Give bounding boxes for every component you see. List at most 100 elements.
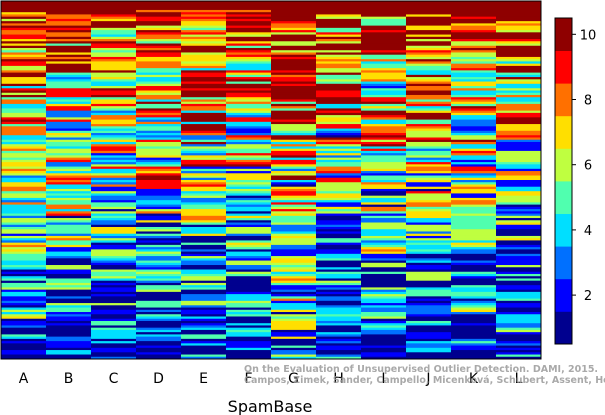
heatmap-cell [226,65,272,69]
heatmap-cell [136,177,182,181]
heatmap-cell [226,52,272,56]
heatmap-cell [91,238,137,241]
heatmap-cell [271,92,317,96]
heatmap-cell [91,144,137,147]
heatmap-cell [361,231,407,235]
heatmap-cell [91,300,137,304]
heatmap-cell [406,347,452,351]
heatmap-cells [1,1,542,360]
heatmap-cell [451,32,497,36]
heatmap-cell [226,101,272,105]
heatmap-cell [181,157,227,161]
heatmap-cell [91,128,137,132]
heatmap-cell [136,229,182,232]
heatmap-cell [136,240,182,244]
heatmap-cell [271,249,317,253]
heatmap-cell [181,249,227,253]
heatmap-cell [451,148,497,152]
heatmap-cell [46,141,92,145]
heatmap-cell [1,271,47,275]
heatmap-cell [1,9,47,13]
heatmap-cell [91,314,137,317]
heatmap-cell [451,173,497,177]
heatmap-cell [451,74,497,78]
heatmap-cell [316,39,362,42]
heatmap-cell [181,86,227,89]
heatmap-cell [271,291,317,295]
heatmap-cell [91,262,137,266]
heatmap-cell [226,231,272,235]
heatmap-cell [271,334,317,338]
heatmap-cell [181,5,227,9]
heatmap-cell [1,235,47,239]
heatmap-cell [136,3,182,6]
heatmap-cell [46,215,92,219]
heatmap-cell [451,235,497,239]
heatmap-cell [181,314,227,317]
heatmap-cell [316,130,362,134]
heatmap-cell [406,52,452,56]
heatmap-cell [1,195,47,199]
heatmap-cell [271,70,317,74]
heatmap-cell [496,240,542,244]
heatmap-cell [46,137,92,141]
heatmap-cell [181,171,227,174]
heatmap-cell [496,25,542,29]
heatmap-cell [361,280,407,284]
heatmap-cell [271,204,317,208]
heatmap-cell [1,233,47,237]
heatmap-cell [316,166,362,170]
heatmap-cell [91,45,137,49]
heatmap-cell [316,162,362,165]
heatmap-cell [46,222,92,226]
heatmap-cell [271,184,317,188]
heatmap-cell [46,235,92,239]
heatmap-cell [91,294,137,297]
heatmap-cell [136,235,182,239]
heatmap-cell [226,162,272,165]
heatmap-cell [226,50,272,53]
heatmap-cell [361,323,407,326]
heatmap-cell [271,119,317,123]
heatmap-cell [271,338,317,342]
heatmap-cell [361,135,407,138]
heatmap-cell [361,117,407,121]
heatmap-cell [406,289,452,293]
heatmap-cell [496,242,542,246]
heatmap-cell [361,352,407,356]
heatmap-cell [271,242,317,246]
heatmap-cell [91,99,137,103]
heatmap-cell [496,1,542,4]
heatmap-cell [136,269,182,273]
heatmap-cell [91,320,137,324]
heatmap-cell [406,166,452,170]
heatmap-cell [136,262,182,266]
heatmap-cell [91,3,137,6]
heatmap-cell [316,287,362,291]
heatmap-cell [226,305,272,309]
heatmap-cell [1,175,47,179]
heatmap-cell [361,222,407,226]
heatmap-cell [136,88,182,91]
heatmap-cell [46,195,92,199]
heatmap-cell [46,318,92,322]
heatmap-cell [271,3,317,6]
heatmap-cell [91,50,137,53]
heatmap-cell [1,52,47,56]
heatmap-cell [361,106,407,109]
heatmap-cell [91,229,137,232]
heatmap-cell [136,298,182,302]
heatmap-cell [136,18,182,22]
heatmap-cell [91,213,137,217]
heatmap-cell [496,213,542,217]
heatmap-cell [91,291,137,295]
heatmap-cell [451,59,497,62]
heatmap-cell [496,18,542,22]
heatmap-cell [136,77,182,80]
heatmap-cell [226,32,272,36]
heatmap-cell [226,291,272,295]
heatmap-cell [136,12,182,15]
heatmap-cell [316,265,362,268]
heatmap-cell [181,204,227,208]
heatmap-cell [406,18,452,22]
